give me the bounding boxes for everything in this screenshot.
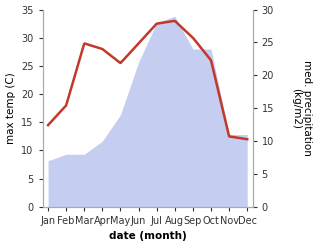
Y-axis label: med. precipitation
(kg/m2): med. precipitation (kg/m2) — [291, 60, 313, 156]
X-axis label: date (month): date (month) — [109, 231, 187, 242]
Y-axis label: max temp (C): max temp (C) — [5, 72, 16, 144]
